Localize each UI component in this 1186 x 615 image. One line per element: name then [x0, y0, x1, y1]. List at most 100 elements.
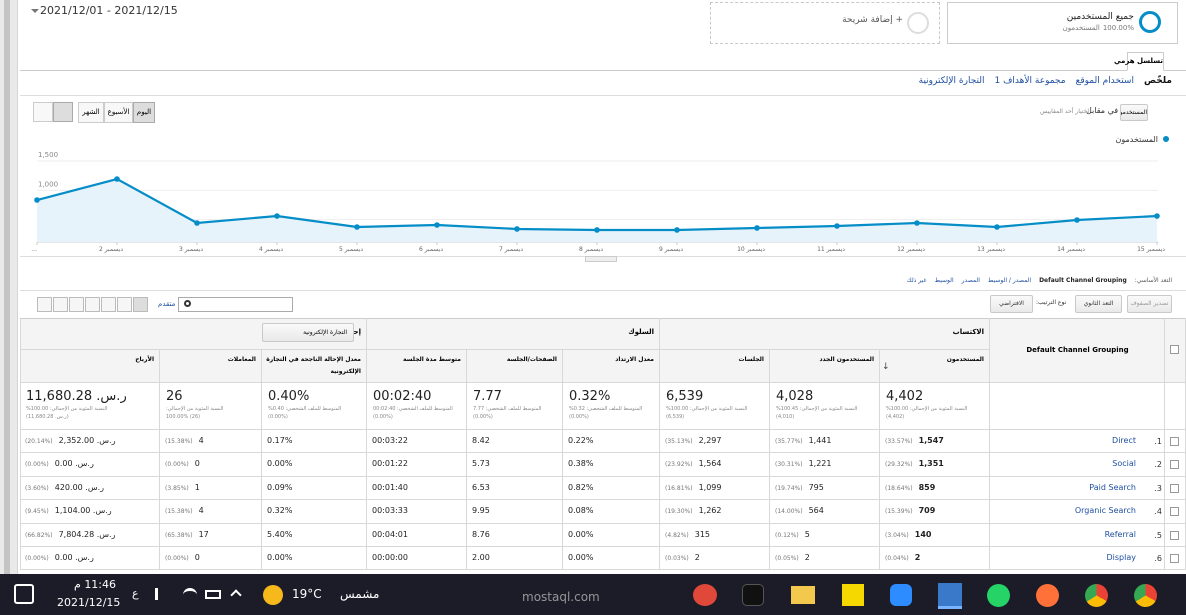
secondary-dim-button[interactable]: التعد الثانوي — [1075, 295, 1122, 313]
view-icon[interactable] — [53, 297, 68, 312]
column-header[interactable]: المعاملات — [227, 356, 256, 363]
x-tick-label: ديسمبر 9 — [659, 246, 683, 253]
checkbox[interactable] — [1170, 437, 1179, 446]
checkbox[interactable] — [1170, 345, 1179, 354]
period-button[interactable]: اليوم — [133, 102, 155, 123]
checkbox[interactable] — [1170, 530, 1179, 540]
channel-link[interactable]: Referral — [1104, 529, 1136, 539]
column-header[interactable]: الجلسات — [738, 356, 764, 363]
cell-content: 0.00% — [568, 530, 593, 539]
nav-link[interactable]: استخدام الموقع — [1075, 76, 1134, 86]
cell-percent: (3.04%) — [885, 531, 909, 539]
group-cell — [660, 318, 990, 350]
app-icon[interactable] — [1085, 584, 1108, 607]
cell-value: 0.00% — [267, 459, 293, 469]
tab[interactable]: تسلسل هرمي — [1114, 52, 1164, 71]
app-icon[interactable] — [890, 584, 912, 606]
search-box[interactable] — [178, 297, 293, 312]
app-icon[interactable] — [693, 584, 717, 606]
add-segment-text[interactable]: + إضافة شريحة — [842, 15, 903, 25]
battery-icon[interactable] — [205, 590, 221, 599]
dimension-link[interactable]: Default Channel Grouping — [1039, 277, 1127, 284]
checkbox[interactable] — [1170, 460, 1179, 470]
column-header[interactable]: معدل الإحالة الناجحة في التجارة الإلكترو… — [266, 356, 361, 375]
app-icon[interactable] — [987, 584, 1010, 607]
cell-value: 0.22% — [568, 436, 594, 445]
view-icon[interactable] — [133, 297, 148, 312]
header-cell — [160, 350, 262, 383]
dimension-link[interactable]: المصدر — [961, 277, 980, 284]
point — [274, 213, 280, 219]
checkbox[interactable] — [1170, 554, 1179, 563]
app-icon[interactable] — [1134, 584, 1157, 607]
point — [1154, 213, 1160, 219]
add-segment-box[interactable] — [710, 2, 940, 44]
temperature: 19°C — [292, 587, 322, 601]
column-header[interactable]: معدل الارتداد — [615, 356, 654, 363]
cell-value: 0.38% — [568, 459, 594, 469]
goal-select[interactable]: التجارة الإلكترونية — [262, 323, 354, 342]
x-tick-label: ديسمبر 10 — [737, 246, 765, 253]
volume-icon[interactable] — [155, 588, 167, 600]
dimension-link[interactable]: غير ذلك — [906, 277, 927, 284]
period-button[interactable]: الأسبوع — [104, 102, 133, 123]
view-icon[interactable] — [101, 297, 116, 312]
column-header[interactable]: الصفحات/الجلسة — [506, 356, 557, 363]
notification-icon[interactable] — [14, 584, 34, 604]
header-cell — [660, 350, 770, 383]
cell-content: (19.74%) 795 — [775, 483, 824, 492]
channel-link[interactable]: Display — [1106, 553, 1137, 562]
checkbox[interactable] — [1170, 507, 1179, 517]
nav-link[interactable]: مجموعة الأهداف 1 — [994, 76, 1066, 86]
scrollbar[interactable] — [4, 0, 10, 574]
advanced-link[interactable]: متقدم — [158, 300, 176, 308]
dimension-label: التعد الأساسي: — [1134, 277, 1172, 284]
segment-box — [947, 2, 1178, 44]
wifi-icon[interactable] — [183, 588, 197, 600]
app-icon[interactable] — [938, 583, 962, 609]
app-icon[interactable] — [742, 584, 764, 606]
export-button[interactable]: تصدير الصفوف — [1127, 295, 1172, 313]
cell-percent: (35.77%) — [775, 438, 803, 445]
view-icon[interactable] — [69, 297, 84, 312]
channel-link[interactable]: Direct — [1112, 436, 1136, 445]
channel-link[interactable]: Organic Search — [1074, 506, 1136, 516]
column-header[interactable]: المستخدمون — [946, 356, 984, 363]
metric-select[interactable]: المستخدمون — [1120, 104, 1148, 121]
data-cell — [660, 476, 770, 501]
dimension-link[interactable]: الوسيط — [934, 277, 954, 284]
chart-type-button[interactable] — [33, 102, 53, 122]
channel-link[interactable]: Social — [1112, 459, 1136, 469]
choose-metric[interactable]: اختيار أحد المقاييس — [1040, 108, 1090, 115]
app-icon[interactable] — [791, 586, 815, 604]
cell-content: (0.12%) 5 — [775, 530, 810, 539]
date-range[interactable]: 2021/12/01 - 2021/12/15 — [40, 4, 178, 17]
nav-link[interactable]: ملخّص — [1143, 76, 1172, 86]
cell-content: 00:03:33 — [372, 506, 408, 515]
column-header[interactable]: المستخدمون الجدد — [819, 356, 874, 363]
app-icon[interactable] — [1036, 584, 1059, 607]
app-icon[interactable] — [842, 584, 864, 606]
checkbox[interactable] — [1170, 483, 1179, 493]
keyboard-lang[interactable]: ع — [132, 587, 139, 600]
column-header[interactable]: متوسط مدة الجلسة — [403, 356, 461, 363]
cell-percent: (0.00%) — [25, 555, 49, 562]
view-icon[interactable] — [37, 297, 52, 312]
channel-link[interactable]: Paid Search — [1089, 482, 1136, 492]
chart-type-button[interactable] — [53, 102, 73, 122]
nav-link[interactable]: التجارة الإلكترونية — [918, 76, 985, 86]
data-cell — [262, 500, 367, 524]
cell-percent: (16.81%) — [665, 484, 693, 492]
cell-value: ر.س. 420.00 — [54, 482, 105, 492]
view-icon[interactable] — [117, 297, 132, 312]
group-header: الاكتساب — [952, 328, 984, 336]
sort-button[interactable]: الافتراضي — [990, 295, 1033, 313]
period-button[interactable]: الشهر — [78, 102, 104, 123]
data-cell — [160, 453, 262, 477]
column-header[interactable]: الأرباح — [135, 356, 154, 363]
view-icon[interactable] — [85, 297, 100, 312]
dimension-link[interactable]: المصدر / الوسيط — [987, 277, 1032, 284]
cell-value: 564 — [808, 506, 824, 516]
data-cell — [770, 500, 880, 524]
resize-handle[interactable] — [585, 256, 617, 262]
